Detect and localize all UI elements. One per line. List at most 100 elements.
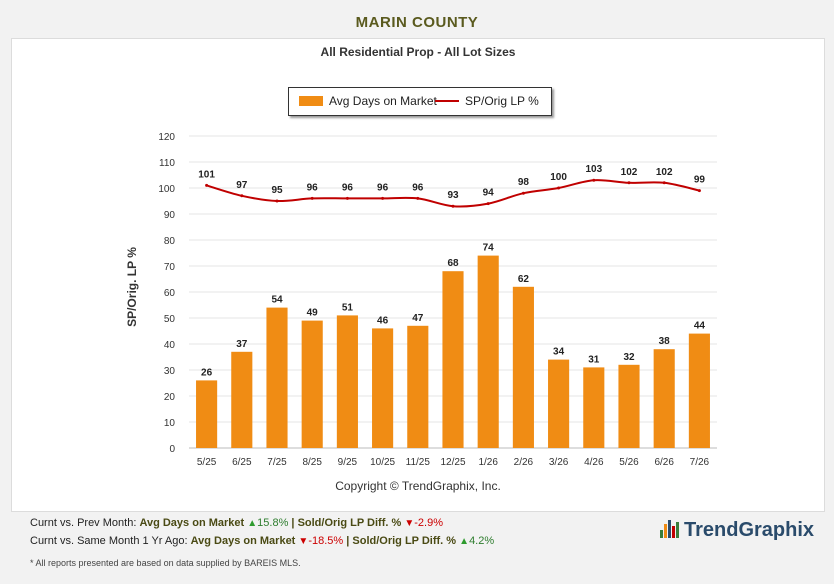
footer-row-2-metric2-value: 4.2% xyxy=(469,535,495,547)
y-tick-label: 80 xyxy=(164,236,176,247)
footer-row-2-prefix: Curnt vs. Same Month 1 Yr Ago: xyxy=(30,535,188,547)
line-point xyxy=(592,178,596,182)
line-data-label: 99 xyxy=(694,175,706,186)
up-arrow-icon: ▲ xyxy=(247,518,258,529)
y-axis-label: SP/Orig. LP % xyxy=(125,247,139,327)
legend-item-bars[interactable]: Avg Days on Market xyxy=(299,94,437,108)
line-point xyxy=(240,194,244,198)
line-data-label: 96 xyxy=(412,182,424,193)
line-data-label: 103 xyxy=(585,164,602,175)
bar-data-label: 68 xyxy=(447,258,459,269)
line-point xyxy=(416,196,420,200)
bar-data-label: 74 xyxy=(483,243,495,254)
y-tick-label: 20 xyxy=(164,392,176,403)
bar xyxy=(548,359,570,448)
footer-row-2-metric1-label: Avg Days on Market xyxy=(190,535,296,547)
line-data-label: 93 xyxy=(447,190,459,201)
line-data-label: 95 xyxy=(271,185,283,196)
x-tick-label: 5/26 xyxy=(619,457,639,468)
bar xyxy=(442,271,464,448)
y-tick-label: 90 xyxy=(164,210,176,221)
chart-subtitle: All Residential Prop - All Lot Sizes xyxy=(320,45,516,59)
bar xyxy=(688,333,710,448)
x-tick-label: 1/26 xyxy=(478,457,498,468)
bar-data-label: 31 xyxy=(588,354,600,365)
line-point xyxy=(275,199,279,203)
x-tick-label: 2/26 xyxy=(514,457,534,468)
bar-data-label: 44 xyxy=(694,321,706,332)
page-title: MARIN COUNTY xyxy=(355,14,479,31)
x-tick-label: 7/25 xyxy=(267,457,287,468)
bar xyxy=(266,307,288,448)
trendgraphix-logo: TrendGraphix xyxy=(660,518,814,542)
footer-row-1-metric2-label: Sold/Orig LP Diff. % xyxy=(297,517,402,529)
bar-data-label: 26 xyxy=(201,367,213,378)
footer-row-1-prefix: Curnt vs. Prev Month: xyxy=(30,517,137,529)
y-tick-label: 10 xyxy=(164,418,176,429)
bar-data-label: 32 xyxy=(623,352,635,363)
bar xyxy=(512,286,534,448)
chart-legend: Avg Days on Market SP/Orig LP % xyxy=(288,87,552,116)
y-tick-label: 60 xyxy=(164,288,176,299)
bar xyxy=(301,320,323,448)
bar-data-label: 47 xyxy=(412,313,424,324)
y-tick-label: 100 xyxy=(158,184,175,195)
bar xyxy=(583,367,605,448)
y-tick-label: 40 xyxy=(164,340,176,351)
bar xyxy=(372,328,394,448)
chart-panel: All Residential Prop - All Lot Sizes Avg… xyxy=(11,38,825,512)
line-data-label: 102 xyxy=(656,167,673,178)
line-point xyxy=(521,191,525,195)
line-point xyxy=(205,183,209,187)
legend-swatch-line xyxy=(435,100,459,102)
x-tick-label: 11/25 xyxy=(406,457,431,468)
bar-data-label: 54 xyxy=(271,295,283,306)
line-data-label: 94 xyxy=(483,188,495,199)
bar-data-label: 49 xyxy=(307,308,319,319)
down-arrow-icon: ▼ xyxy=(298,536,309,547)
line-point xyxy=(697,189,701,193)
footer-row-2-metric1-value: -18.5% xyxy=(308,535,344,547)
logo-bars-icon xyxy=(660,520,679,538)
line-data-label: 96 xyxy=(377,182,389,193)
line-data-label: 102 xyxy=(621,167,638,178)
up-arrow-icon: ▲ xyxy=(459,536,470,547)
line-data-label: 98 xyxy=(518,177,530,188)
footer-row-1-metric1-label: Avg Days on Market xyxy=(139,517,245,529)
legend-item-line[interactable]: SP/Orig LP % xyxy=(435,94,539,108)
line-point xyxy=(310,196,314,200)
legend-swatch-bars xyxy=(299,96,323,106)
bar-data-label: 62 xyxy=(518,274,530,285)
x-tick-label: 9/25 xyxy=(338,457,358,468)
footer-row-2: Curnt vs. Same Month 1 Yr Ago: Avg Days … xyxy=(30,535,494,547)
x-tick-label: 6/25 xyxy=(232,457,252,468)
y-tick-label: 70 xyxy=(164,262,176,273)
y-tick-label: 50 xyxy=(164,314,176,325)
bar xyxy=(407,325,429,448)
bar-data-label: 37 xyxy=(236,339,248,350)
line-point xyxy=(381,196,385,200)
footer-row-1: Curnt vs. Prev Month: Avg Days on Market… xyxy=(30,517,443,529)
chart-plot: 0 10 20 30 40 50 60 70 80 90 100 110 120 SP/Orig. LP … xyxy=(125,132,717,468)
line-data-label: 100 xyxy=(550,172,567,183)
y-tick-label: 110 xyxy=(159,158,175,169)
copyright: Copyright © TrendGraphix, Inc. xyxy=(335,479,501,493)
line-data-label: 96 xyxy=(342,182,354,193)
legend-label-bars: Avg Days on Market xyxy=(329,94,437,108)
bar-data-label: 51 xyxy=(342,302,354,313)
x-tick-label: 5/25 xyxy=(197,457,217,468)
bar xyxy=(477,255,499,448)
footer-row-1-metric1-value: 15.8% xyxy=(257,517,289,529)
x-tick-label: 4/26 xyxy=(584,457,604,468)
y-tick-label: 0 xyxy=(169,444,175,455)
line-point xyxy=(627,181,631,185)
x-tick-label: 12/25 xyxy=(440,457,465,468)
line-data-label: 97 xyxy=(236,180,248,191)
line-point xyxy=(451,204,455,208)
bar-data-label: 38 xyxy=(659,336,671,347)
footer-row-1-metric2-value: -2.9% xyxy=(414,517,443,529)
line-point xyxy=(662,181,666,185)
bar-data-label: 34 xyxy=(553,347,565,358)
legend-label-line: SP/Orig LP % xyxy=(465,94,539,108)
data-source-note: * All reports presented are based on dat… xyxy=(30,558,301,568)
